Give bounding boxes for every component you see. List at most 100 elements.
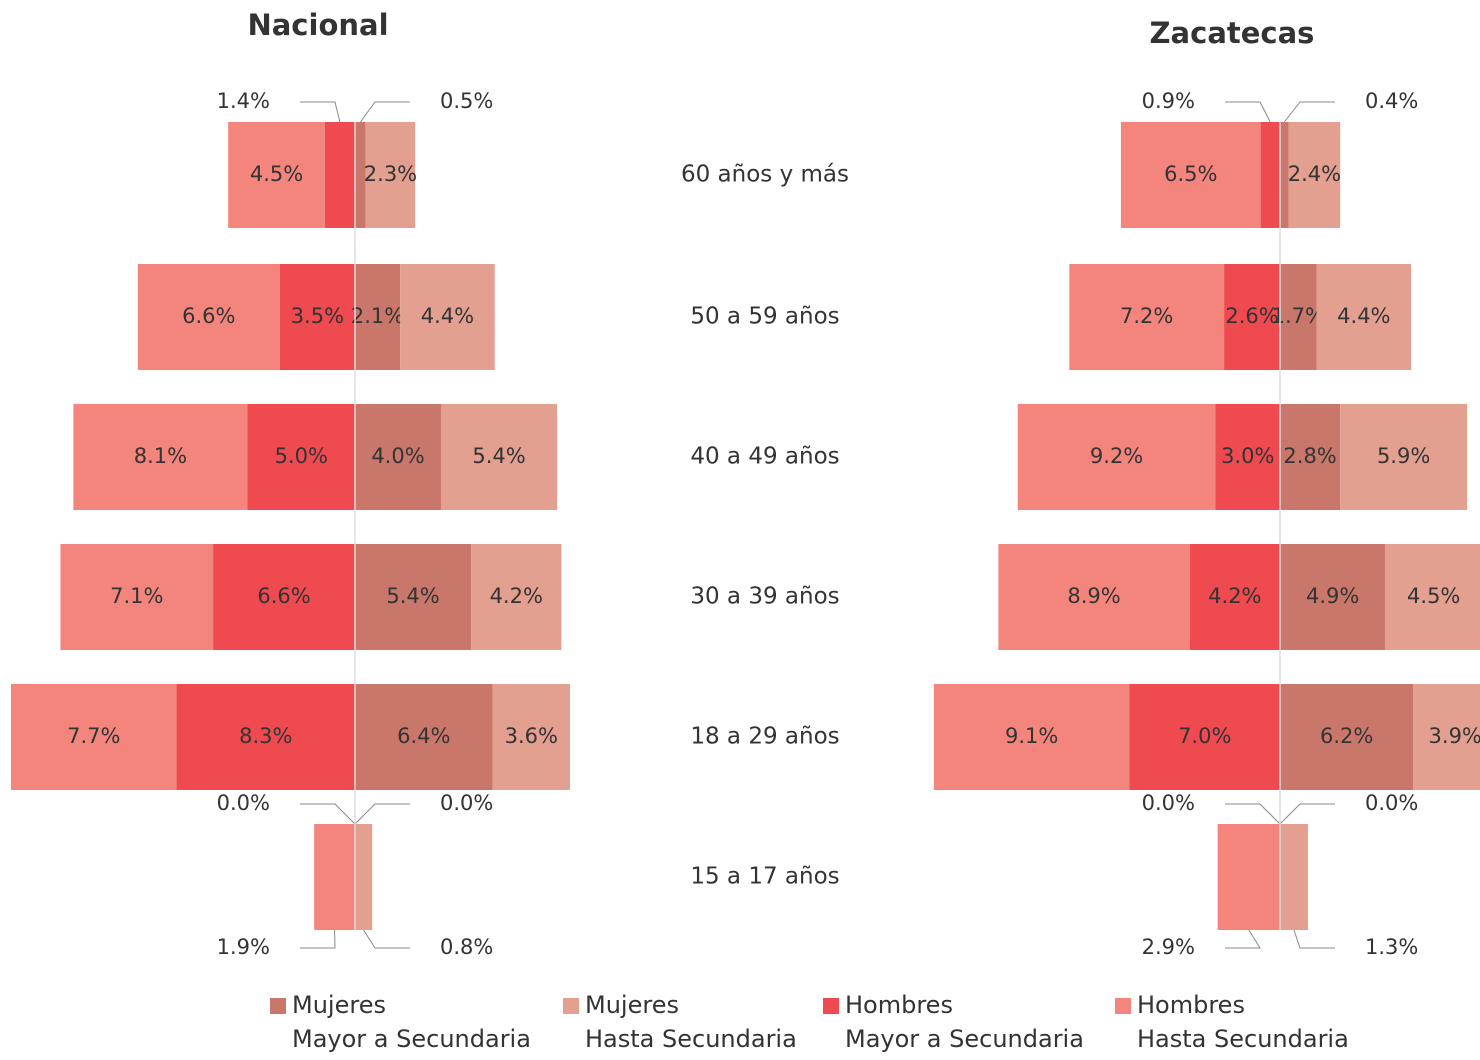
value-label: 3.9% <box>1429 724 1480 748</box>
value-label: 7.2% <box>1120 304 1173 328</box>
age-label: 15 a 17 años <box>690 864 839 890</box>
callout-line <box>1225 101 1271 123</box>
value-label: 6.5% <box>1164 162 1217 186</box>
bar-segment <box>314 824 355 930</box>
bar-segment <box>1413 684 1480 790</box>
callout-line <box>1293 929 1335 949</box>
chart: 60 años y más 50 a 59 años 40 a 49 años 30 … <box>11 8 1480 959</box>
bar-segment <box>355 122 366 228</box>
callout-line <box>354 803 410 825</box>
panel-title: Nacional <box>247 8 388 42</box>
bar-segment <box>441 404 558 510</box>
value-label: 0.8% <box>440 935 493 959</box>
value-label: 2.1% <box>351 304 404 328</box>
value-label: 3.6% <box>505 724 558 748</box>
value-label: 7.1% <box>110 584 163 608</box>
bar-segment <box>355 824 373 930</box>
value-label: 8.1% <box>134 444 187 468</box>
bar-segment <box>1260 122 1280 228</box>
value-label: 4.4% <box>1337 304 1390 328</box>
bar-segment <box>247 404 355 510</box>
callout-line <box>359 101 410 123</box>
bar-segment <box>355 404 441 510</box>
value-label: 2.6% <box>1225 304 1278 328</box>
value-label: 1.9% <box>217 935 270 959</box>
legend-label: Mujeres Mayor a Secundaria <box>292 991 531 1053</box>
bar-segment <box>355 264 401 370</box>
bar-segment <box>1280 122 1289 228</box>
age-label: 60 años y más <box>681 162 849 188</box>
bar-segment <box>355 684 493 790</box>
value-label: 8.3% <box>239 724 292 748</box>
value-label: 2.3% <box>364 162 417 186</box>
value-label: 0.0% <box>1142 791 1195 815</box>
bar-segment <box>11 684 177 790</box>
value-label: 5.4% <box>386 584 439 608</box>
value-label: 1.4% <box>217 89 270 113</box>
bar-segment <box>1280 684 1414 790</box>
panel-title: Zacatecas <box>1150 16 1315 50</box>
legend-label: Hombres Mayor a Secundaria <box>845 991 1084 1053</box>
value-label: 5.0% <box>275 444 328 468</box>
value-label: 6.4% <box>397 724 450 748</box>
value-label: 4.2% <box>490 584 543 608</box>
callout-line <box>1225 803 1281 825</box>
bar-segment <box>1288 122 1341 228</box>
value-label: 0.0% <box>217 791 270 815</box>
callout-line <box>300 101 341 123</box>
callout-line <box>1279 803 1335 825</box>
value-label: 6.6% <box>257 584 310 608</box>
bar-segment <box>492 684 570 790</box>
bar-segment <box>400 264 495 370</box>
value-label: 5.4% <box>472 444 525 468</box>
bar-segment <box>213 544 355 650</box>
bar-segment <box>1017 404 1216 510</box>
age-label: 40 a 49 años <box>690 444 839 470</box>
value-label: 2.8% <box>1283 444 1336 468</box>
bar-segment <box>279 264 355 370</box>
value-label: 4.4% <box>421 304 474 328</box>
bar-segment <box>1217 824 1280 930</box>
value-label: 5.9% <box>1377 444 1430 468</box>
value-label: 0.5% <box>440 89 493 113</box>
bar-segment <box>60 544 214 650</box>
value-label: 3.5% <box>291 304 344 328</box>
callout-line <box>1225 929 1261 949</box>
value-label: 4.9% <box>1306 584 1359 608</box>
bar-segment <box>137 264 280 370</box>
bar-segment <box>471 544 562 650</box>
bar-segment <box>1385 544 1480 650</box>
value-label: 9.1% <box>1005 724 1058 748</box>
value-label: 0.0% <box>440 791 493 815</box>
bar-segment <box>1120 122 1261 228</box>
value-label: 4.5% <box>250 162 303 186</box>
callout-line <box>300 929 336 949</box>
value-label: 1.3% <box>1365 935 1418 959</box>
value-label: 2.9% <box>1142 935 1195 959</box>
value-label: 6.2% <box>1320 724 1373 748</box>
value-label: 4.5% <box>1407 584 1460 608</box>
age-label: 18 a 29 años <box>690 724 839 750</box>
value-label: 8.9% <box>1067 584 1120 608</box>
value-label: 9.2% <box>1090 444 1143 468</box>
bar-segment <box>365 122 416 228</box>
bar-segment <box>228 122 325 228</box>
value-label: 0.9% <box>1142 89 1195 113</box>
callout-line <box>300 803 356 825</box>
bar-segment <box>355 544 472 650</box>
bar-segment <box>1129 684 1280 790</box>
bar-segment <box>324 122 355 228</box>
legend-label: Hombres Hasta Secundaria <box>1137 991 1349 1053</box>
value-label: 2.4% <box>1288 162 1341 186</box>
legend-swatch <box>823 998 839 1014</box>
bar-segment <box>1224 264 1280 370</box>
value-label: 7.7% <box>67 724 120 748</box>
legend-swatch <box>270 998 286 1014</box>
value-label: 4.0% <box>371 444 424 468</box>
callout-line <box>363 929 410 949</box>
bar-segment <box>1340 404 1468 510</box>
age-label: 50 a 59 años <box>690 304 839 330</box>
legend-label: Mujeres Hasta Secundaria <box>585 991 797 1053</box>
callout-line <box>1283 101 1335 123</box>
